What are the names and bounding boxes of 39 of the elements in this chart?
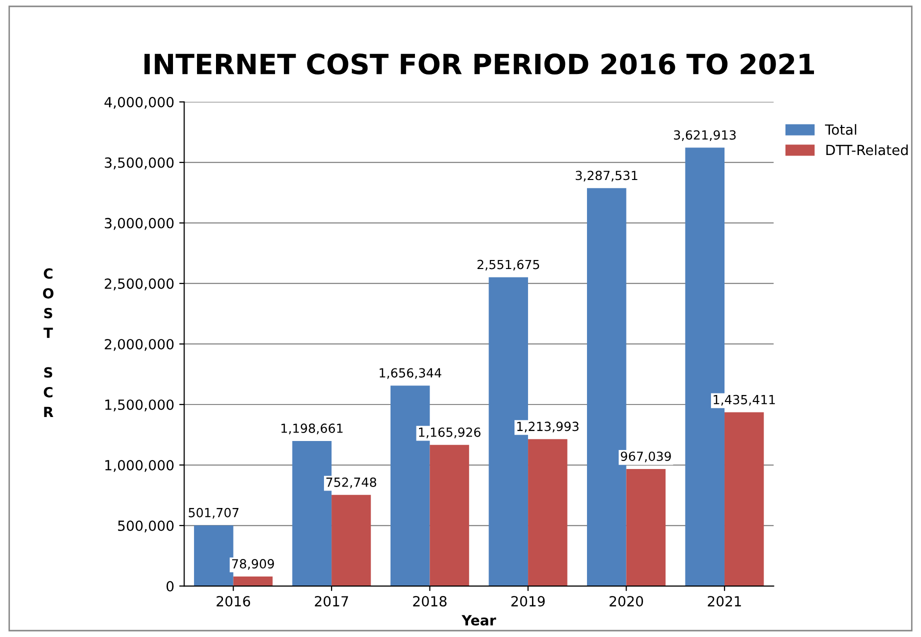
x-tick-label: 2020	[610, 596, 644, 607]
data-label: 1,213,993	[517, 422, 578, 432]
data-label: 1,198,661	[281, 424, 343, 434]
data-label: 967,039	[620, 452, 671, 462]
y-tick-label: 500,000	[118, 520, 174, 532]
data-label: 501,707	[188, 508, 238, 519]
data-label: 1,656,344	[380, 368, 442, 379]
bar	[430, 444, 470, 586]
y-tick-label: 1,500,000	[105, 399, 174, 412]
data-label: 1,435,411	[714, 394, 775, 406]
data-label: 1,165,926	[419, 427, 480, 438]
y-tick-label: 0	[166, 581, 174, 592]
x-tick-label: 2021	[708, 596, 741, 607]
x-tick-label: 2019	[511, 596, 545, 607]
x-tick-label: 2017	[314, 596, 348, 607]
data-label: 752,748	[326, 478, 376, 488]
bar	[332, 494, 371, 586]
bar	[194, 525, 234, 586]
legend-label: DTT-Related	[826, 144, 908, 156]
x-tick-label: 2018	[413, 596, 447, 607]
bar	[724, 412, 764, 586]
chart-title: INTERNET COST FOR PERIOD 2016 TO 2021	[144, 54, 814, 75]
bar	[626, 469, 666, 586]
data-label: 3,621,913	[674, 130, 736, 141]
y-tick-label: 1,000,000	[105, 460, 174, 472]
y-tick-label: 3,000,000	[104, 218, 174, 230]
bar	[528, 439, 568, 586]
data-label: 3,287,531	[576, 170, 638, 182]
x-tick-label: 2016	[216, 596, 250, 607]
y-tick-label: 2,500,000	[104, 278, 174, 290]
legend-label: Total	[824, 124, 856, 135]
text: COST SCR	[43, 268, 54, 418]
y-tick-label: 3,500,000	[104, 157, 174, 170]
y-tick-label: 4,000,000	[104, 96, 174, 109]
x-axis-title: Year	[462, 615, 496, 626]
data-label: 78,909	[232, 559, 274, 570]
y-tick-label: 2,000,000	[104, 338, 174, 351]
data-label: 2,551,675	[478, 260, 540, 271]
bar	[233, 576, 273, 586]
